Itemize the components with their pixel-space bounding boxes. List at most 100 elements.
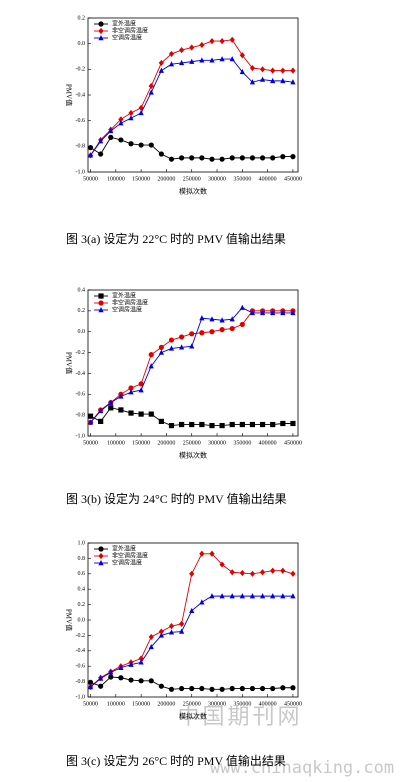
marker bbox=[270, 421, 276, 428]
marker bbox=[249, 593, 256, 599]
marker bbox=[158, 151, 164, 157]
y-tick-label: 0.6 bbox=[78, 571, 86, 577]
y-tick-label: 0.2 bbox=[78, 308, 86, 314]
marker bbox=[219, 327, 225, 333]
marker bbox=[199, 155, 205, 161]
legend-label: 空调房温度 bbox=[112, 305, 142, 313]
y-axis-label: PMV值 bbox=[64, 609, 73, 631]
marker bbox=[168, 61, 175, 67]
marker bbox=[148, 643, 154, 650]
plot-frame bbox=[87, 289, 299, 437]
x-tick-label: 100000 bbox=[107, 701, 125, 707]
y-tick-label: -0.2 bbox=[76, 67, 86, 73]
marker bbox=[209, 422, 215, 429]
marker bbox=[229, 316, 235, 322]
legend-label: 非空调房温度 bbox=[112, 551, 148, 559]
marker bbox=[168, 623, 175, 630]
marker bbox=[249, 685, 256, 692]
marker bbox=[270, 67, 276, 74]
figure-caption: 图 3(c) 设定为 26°C 时的 PMV 值输出结果 bbox=[66, 753, 286, 768]
marker bbox=[108, 134, 114, 140]
marker bbox=[138, 411, 144, 417]
marker bbox=[168, 422, 175, 429]
marker bbox=[98, 138, 104, 144]
marker bbox=[98, 151, 104, 157]
x-tick-label: 300000 bbox=[208, 176, 226, 182]
marker bbox=[98, 552, 104, 560]
figure-caption: 图 3(b) 设定为 24°C 时的 PMV 值输出结果 bbox=[66, 491, 287, 506]
y-tick-label: -0.8 bbox=[76, 144, 86, 150]
marker bbox=[280, 67, 286, 74]
x-tick-label: 150000 bbox=[132, 176, 150, 182]
x-tick-label: 450000 bbox=[284, 701, 302, 707]
marker bbox=[239, 52, 245, 59]
marker bbox=[138, 387, 144, 393]
marker bbox=[148, 363, 154, 369]
marker bbox=[108, 127, 114, 134]
figure-caption: 图 3(a) 设定为 22°C 时的 PMV 值输出结果 bbox=[66, 231, 286, 246]
y-tick-label: -1.0 bbox=[76, 694, 86, 700]
marker bbox=[128, 141, 134, 147]
y-tick-label: -0.2 bbox=[76, 350, 86, 356]
x-tick-label: 250000 bbox=[183, 701, 201, 707]
marker bbox=[280, 309, 286, 316]
marker bbox=[128, 109, 134, 117]
marker bbox=[280, 154, 286, 160]
x-tick-label: 300000 bbox=[208, 701, 226, 707]
marker bbox=[239, 304, 245, 310]
y-tick-label: -0.4 bbox=[76, 92, 86, 98]
marker bbox=[87, 152, 94, 158]
marker bbox=[259, 309, 266, 316]
marker bbox=[229, 421, 235, 428]
x-tick-label: 100000 bbox=[107, 176, 125, 182]
marker bbox=[219, 56, 225, 62]
x-tick-label: 50000 bbox=[83, 176, 98, 182]
marker bbox=[179, 628, 185, 634]
marker bbox=[259, 569, 266, 576]
marker bbox=[128, 661, 134, 667]
x-tick-label: 450000 bbox=[284, 440, 302, 446]
marker bbox=[229, 36, 235, 43]
marker bbox=[138, 109, 144, 116]
marker bbox=[148, 633, 154, 641]
legend-label: 室外温度 bbox=[112, 544, 136, 552]
marker bbox=[98, 407, 104, 414]
marker bbox=[189, 685, 195, 692]
marker bbox=[118, 137, 124, 143]
marker bbox=[229, 569, 235, 576]
marker bbox=[229, 685, 235, 692]
legend-label: 空调房温度 bbox=[112, 33, 142, 41]
marker bbox=[270, 155, 276, 161]
marker bbox=[229, 56, 235, 62]
marker bbox=[219, 156, 225, 162]
marker bbox=[280, 685, 286, 691]
watermark-title: 中国期刊网 bbox=[177, 705, 302, 730]
marker bbox=[290, 154, 296, 160]
y-tick-label: -0.6 bbox=[76, 392, 86, 398]
y-tick-label: -0.8 bbox=[76, 679, 86, 685]
y-tick-label: -0.6 bbox=[76, 664, 86, 670]
marker bbox=[87, 683, 94, 690]
marker bbox=[199, 421, 205, 428]
x-tick-label: 150000 bbox=[132, 701, 150, 707]
marker bbox=[270, 77, 276, 84]
marker bbox=[168, 156, 175, 162]
marker bbox=[209, 156, 215, 162]
marker bbox=[189, 607, 195, 613]
x-tick-label: 350000 bbox=[233, 176, 251, 182]
marker bbox=[229, 593, 235, 599]
x-tick-label: 200000 bbox=[157, 440, 175, 446]
marker bbox=[98, 675, 104, 681]
marker bbox=[249, 570, 256, 577]
x-tick-label: 200000 bbox=[157, 701, 175, 707]
legend-label: 空调房温度 bbox=[112, 558, 142, 566]
y-tick-label: 1.0 bbox=[78, 540, 86, 546]
y-tick-label: 0.0 bbox=[78, 329, 86, 335]
marker bbox=[148, 82, 154, 90]
marker bbox=[108, 405, 114, 411]
marker bbox=[229, 155, 235, 161]
marker bbox=[148, 89, 154, 95]
y-tick-label: -1.0 bbox=[76, 169, 86, 175]
marker bbox=[219, 38, 225, 45]
